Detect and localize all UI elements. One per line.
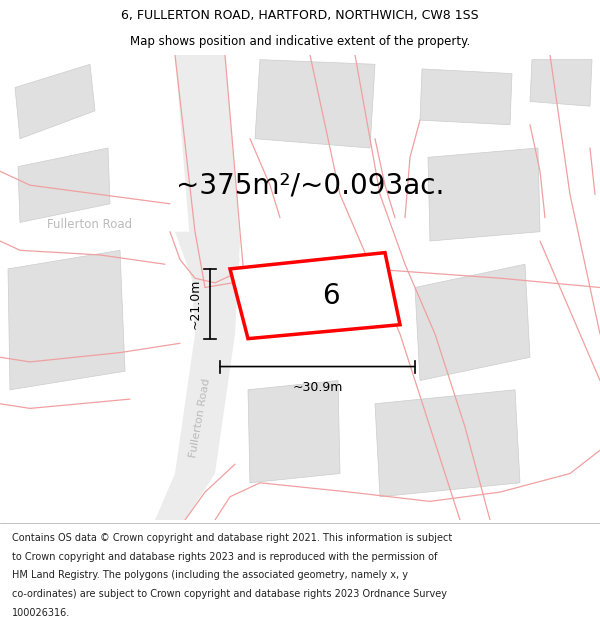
Polygon shape	[8, 250, 125, 390]
Text: ~375m²/~0.093ac.: ~375m²/~0.093ac.	[176, 171, 444, 199]
Text: Contains OS data © Crown copyright and database right 2021. This information is : Contains OS data © Crown copyright and d…	[12, 532, 452, 542]
Text: 6: 6	[322, 282, 340, 310]
Text: ~21.0m: ~21.0m	[189, 279, 202, 329]
Text: to Crown copyright and database rights 2023 and is reproduced with the permissio: to Crown copyright and database rights 2…	[12, 551, 437, 561]
Polygon shape	[375, 390, 520, 497]
Text: 100026316.: 100026316.	[12, 608, 70, 618]
Polygon shape	[248, 381, 340, 482]
Text: 6, FULLERTON ROAD, HARTFORD, NORTHWICH, CW8 1SS: 6, FULLERTON ROAD, HARTFORD, NORTHWICH, …	[121, 9, 479, 22]
Polygon shape	[155, 55, 240, 520]
Polygon shape	[415, 264, 530, 381]
Polygon shape	[255, 59, 375, 148]
Text: HM Land Registry. The polygons (including the associated geometry, namely x, y: HM Land Registry. The polygons (includin…	[12, 571, 408, 581]
Polygon shape	[420, 69, 512, 125]
Polygon shape	[15, 64, 95, 139]
Text: ~30.9m: ~30.9m	[292, 381, 343, 394]
Polygon shape	[18, 148, 110, 222]
Text: Map shows position and indicative extent of the property.: Map shows position and indicative extent…	[130, 35, 470, 48]
Polygon shape	[230, 253, 400, 339]
Text: Fullerton Road: Fullerton Road	[47, 218, 133, 231]
Polygon shape	[175, 232, 240, 297]
Text: co-ordinates) are subject to Crown copyright and database rights 2023 Ordnance S: co-ordinates) are subject to Crown copyr…	[12, 589, 447, 599]
Polygon shape	[428, 148, 540, 241]
Polygon shape	[530, 59, 592, 106]
Text: Fullerton Road: Fullerton Road	[188, 378, 212, 458]
